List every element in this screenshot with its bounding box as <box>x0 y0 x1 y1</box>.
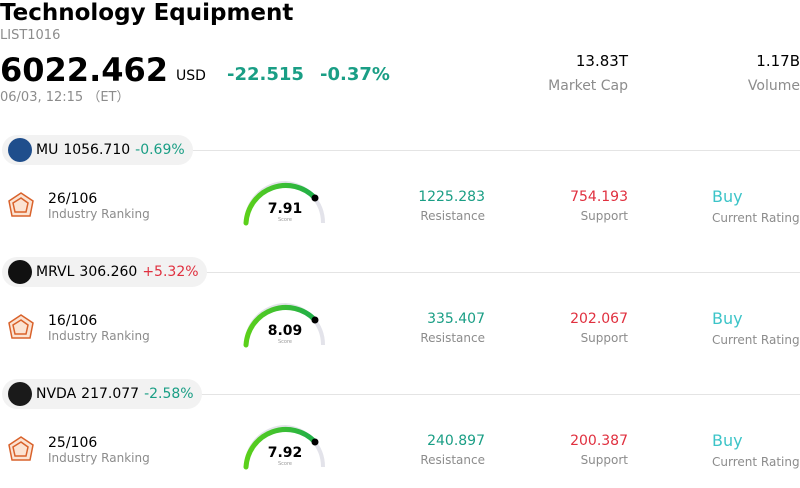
time: 06/03, 12:15 （ET） <box>0 90 130 105</box>
ticker: NVDA <box>36 386 77 402</box>
resistance: 240.897 <box>427 433 485 449</box>
ticker: MRVL <box>36 264 75 280</box>
support: 754.193 <box>570 189 628 205</box>
ranking: 25/106 <box>48 435 98 451</box>
stock-logo <box>8 260 32 284</box>
stock-logo <box>8 138 32 162</box>
ranking-icon <box>8 314 34 339</box>
score: 8.09 <box>267 323 303 339</box>
ranking-icon <box>8 192 34 217</box>
rating: Buy <box>712 431 743 450</box>
stock-price: 217.077 <box>81 386 140 402</box>
stat-label: Volume <box>747 78 800 94</box>
stat-value: 13.83T <box>575 52 628 70</box>
divider <box>150 272 800 273</box>
stock-pill[interactable]: NVDA 217.077 -2.58% <box>2 379 202 409</box>
price: 6022.462 <box>0 51 169 89</box>
stock-pill[interactable]: MU 1056.710 -0.69% <box>2 135 193 165</box>
ticker: MU <box>36 142 59 158</box>
currency: USD <box>176 68 206 84</box>
stock-change: -0.69% <box>135 142 185 158</box>
support-label: Support <box>580 209 628 223</box>
score-gauge <box>243 180 326 226</box>
stock-change: -2.58% <box>144 386 194 402</box>
ranking: 16/106 <box>48 313 98 329</box>
resistance-label: Resistance <box>420 209 485 223</box>
stock-logo <box>8 382 32 406</box>
score-gauge <box>243 424 326 470</box>
ranking-label: Industry Ranking <box>48 207 150 221</box>
resistance-label: Resistance <box>420 453 485 467</box>
support: 200.387 <box>570 433 628 449</box>
support-label: Support <box>580 453 628 467</box>
resistance-label: Resistance <box>420 331 485 345</box>
resistance: 1225.283 <box>418 189 485 205</box>
score-gauge <box>243 302 326 348</box>
support: 202.067 <box>570 311 628 327</box>
score: 7.92 <box>267 445 303 461</box>
score-label: Score <box>277 217 292 223</box>
ranking-label: Industry Ranking <box>48 451 150 465</box>
rating: Buy <box>712 187 743 206</box>
stock-pill[interactable]: MRVL 306.260 +5.32% <box>2 257 207 287</box>
stock-change: +5.32% <box>142 264 199 280</box>
stat-label: Market Cap <box>548 78 628 94</box>
divider <box>150 394 800 395</box>
resistance: 335.407 <box>427 311 485 327</box>
score: 7.91 <box>267 201 303 217</box>
change-pct: -0.37% <box>320 64 390 85</box>
score-label: Score <box>277 461 292 467</box>
title: Technology Equipment <box>0 0 294 26</box>
support-label: Support <box>580 331 628 345</box>
rating-label: Current Rating <box>712 455 800 469</box>
rating-label: Current Rating <box>712 333 800 347</box>
ranking: 26/106 <box>48 191 98 207</box>
divider <box>150 150 800 151</box>
rating: Buy <box>712 309 743 328</box>
stat-value: 1.17B <box>756 52 800 70</box>
rating-label: Current Rating <box>712 211 800 225</box>
stock-price: 306.260 <box>79 264 138 280</box>
stock-price: 1056.710 <box>63 142 131 158</box>
score-label: Score <box>277 339 292 345</box>
ranking-label: Industry Ranking <box>48 329 150 343</box>
code: LIST1016 <box>0 28 61 43</box>
change: -22.515 <box>227 64 304 85</box>
ranking-icon <box>8 436 34 461</box>
